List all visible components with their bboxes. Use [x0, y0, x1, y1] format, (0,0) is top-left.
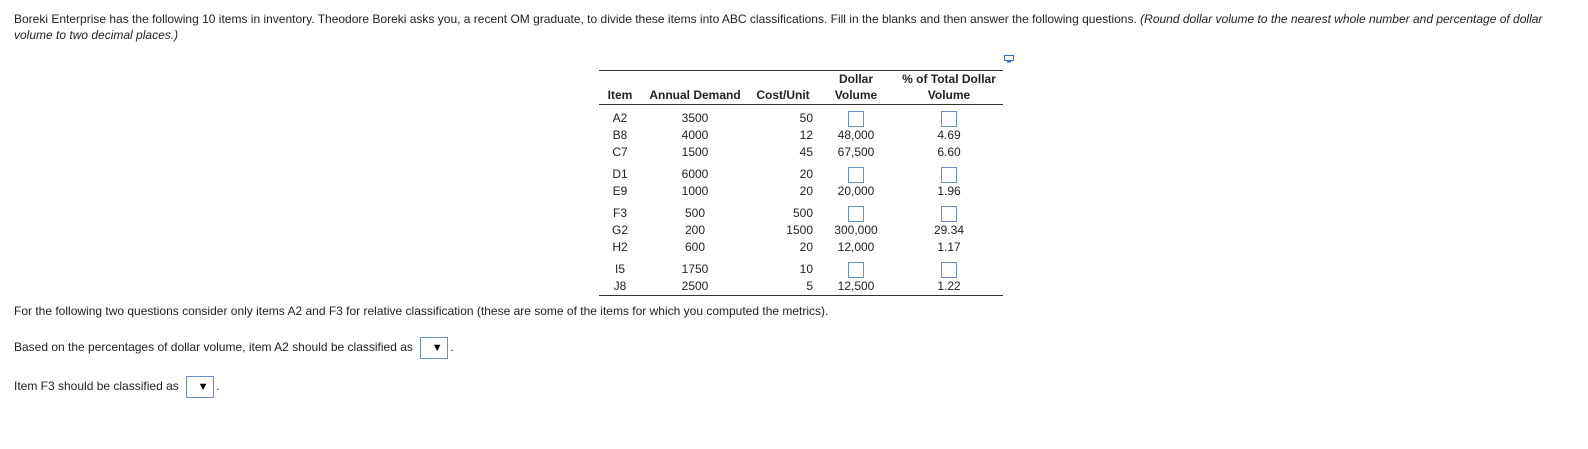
pct-volume-cell: 6.60: [937, 145, 961, 159]
pct-volume-input-i5[interactable]: [941, 261, 957, 278]
header-dollar-volume-bottom: Volume: [834, 88, 878, 102]
demand-cell: 3500: [681, 111, 709, 125]
demand-cell: 6000: [681, 167, 709, 181]
pct-volume-input-d1[interactable]: [941, 166, 957, 183]
header-dollar-volume-top: Dollar: [838, 72, 873, 86]
question-a2: Based on the percentages of dollar volum…: [14, 337, 454, 359]
dollar-volume-cell: 67,500: [837, 145, 875, 159]
question-intro: For the following two questions consider…: [14, 304, 829, 318]
cost-cell: 1500: [786, 223, 813, 237]
table-row: C7 1500 45 67,500 6.60: [599, 144, 1003, 161]
dropdown-arrow-icon: ▼: [197, 381, 209, 393]
copy-icon[interactable]: [1004, 55, 1014, 63]
cost-cell: 5: [806, 279, 813, 293]
demand-cell: 1000: [681, 184, 709, 198]
item-cell: B8: [612, 128, 628, 142]
dropdown-arrow-icon: ▼: [431, 342, 443, 354]
item-cell: A2: [612, 111, 628, 125]
cost-cell: 45: [799, 145, 813, 159]
cost-cell: 10: [799, 262, 813, 276]
demand-cell: 200: [684, 223, 706, 237]
pct-volume-cell: 4.69: [937, 128, 961, 142]
item-cell: D1: [612, 167, 628, 181]
cost-cell: 50: [799, 111, 813, 125]
problem-statement: Boreki Enterprise has the following 10 i…: [14, 11, 1579, 43]
table-row: B8 4000 12 48,000 4.69: [599, 127, 1003, 144]
item-cell: E9: [612, 184, 628, 198]
pct-volume-input-f3[interactable]: [941, 205, 957, 222]
dollar-volume-input-i5[interactable]: [848, 261, 864, 278]
dollar-volume-cell: 12,000: [837, 240, 875, 254]
question-f3-label: Item F3 should be classified as: [14, 379, 179, 394]
demand-cell: 500: [684, 206, 706, 220]
dollar-volume-input-a2[interactable]: [848, 110, 864, 127]
table-row: E9 1000 20 20,000 1.96: [599, 183, 1003, 200]
inventory-table: Dollar % of Total Dollar Item Annual Dem…: [599, 70, 1003, 296]
rounding-note: (Round dollar volume to the nearest whol…: [14, 12, 1543, 42]
a2-classification-select[interactable]: ▼: [420, 337, 449, 359]
question-a2-label: Based on the percentages of dollar volum…: [14, 340, 413, 355]
problem-text: Boreki Enterprise has the following 10 i…: [14, 12, 1137, 26]
pct-volume-cell: 1.22: [937, 279, 961, 293]
table-row: H2 600 20 12,000 1.17: [599, 239, 1003, 256]
table-row: D1 6000 20: [599, 161, 1003, 183]
header-cost-unit: Cost/Unit: [756, 88, 810, 102]
cost-cell: 20: [799, 184, 813, 198]
dollar-volume-input-f3[interactable]: [848, 205, 864, 222]
demand-cell: 1500: [681, 145, 709, 159]
header-item: Item: [607, 88, 633, 102]
table-row: A2 3500 50: [599, 105, 1003, 128]
item-cell: G2: [611, 223, 628, 237]
item-cell: I5: [614, 262, 625, 276]
dollar-volume-cell: 12,500: [837, 279, 875, 293]
pct-volume-cell: 1.96: [937, 184, 961, 198]
cost-cell: 20: [799, 167, 813, 181]
demand-cell: 1750: [681, 262, 709, 276]
table-row: J8 2500 5 12,500 1.22: [599, 278, 1003, 296]
question-f3: Item F3 should be classified as ▼ .: [14, 376, 219, 398]
item-cell: J8: [613, 279, 627, 293]
header-annual-demand: Annual Demand: [649, 88, 741, 102]
dollar-volume-cell: 48,000: [837, 128, 875, 142]
dollar-volume-input-d1[interactable]: [848, 166, 864, 183]
demand-cell: 2500: [681, 279, 709, 293]
header-pct-top: % of Total Dollar: [902, 72, 996, 86]
demand-cell: 600: [684, 240, 706, 254]
pct-volume-cell: 29.34: [933, 223, 965, 237]
pct-volume-cell: 1.17: [937, 240, 961, 254]
f3-classification-select[interactable]: ▼: [186, 376, 215, 398]
item-cell: H2: [612, 240, 628, 254]
item-cell: C7: [612, 145, 628, 159]
table-row: F3 500 500: [599, 200, 1003, 222]
demand-cell: 4000: [681, 128, 709, 142]
dollar-volume-cell: 300,000: [834, 223, 878, 237]
table-row: I5 1750 10: [599, 256, 1003, 278]
dollar-volume-cell: 20,000: [837, 184, 875, 198]
header-pct-bottom: Volume: [927, 88, 971, 102]
cost-cell: 12: [799, 128, 813, 142]
cost-cell: 20: [799, 240, 813, 254]
pct-volume-input-a2[interactable]: [941, 110, 957, 127]
item-cell: F3: [612, 206, 627, 220]
cost-cell: 500: [792, 206, 813, 220]
table-row: G2 200 1500 300,000 29.34: [599, 222, 1003, 239]
